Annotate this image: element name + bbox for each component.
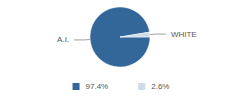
svg-text:WHITE: WHITE — [171, 30, 197, 39]
svg-text:97.4%: 97.4% — [86, 82, 109, 91]
svg-text:A.I.: A.I. — [57, 35, 69, 44]
svg-text:2.6%: 2.6% — [151, 82, 169, 91]
